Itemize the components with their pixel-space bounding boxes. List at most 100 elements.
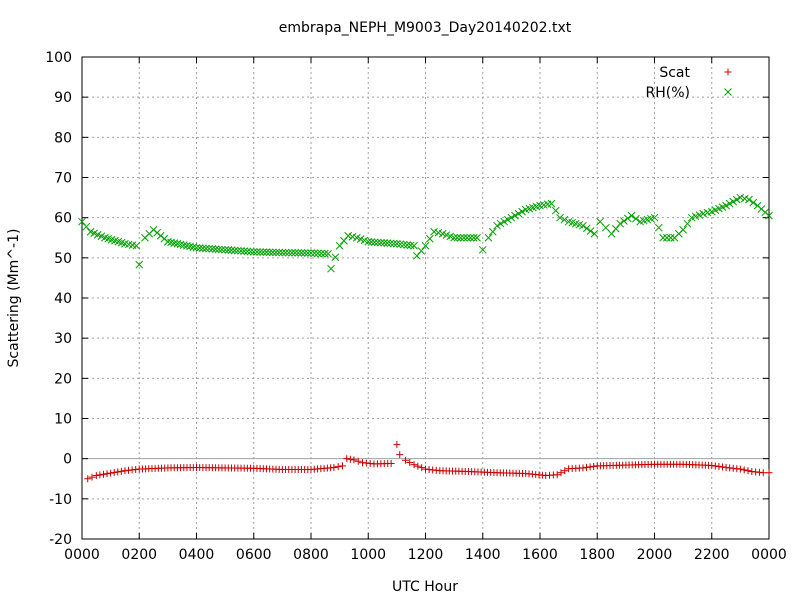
data-point xyxy=(164,237,172,246)
data-point-d2 xyxy=(186,242,194,251)
data-point xyxy=(183,241,191,250)
data-point-d2 xyxy=(729,197,738,206)
data-point xyxy=(237,247,245,255)
data-point xyxy=(389,239,398,248)
legend-marker xyxy=(724,68,732,76)
data-point xyxy=(659,233,667,242)
data-point-d2 xyxy=(284,248,293,257)
data-point xyxy=(103,470,111,478)
data-point-d2 xyxy=(377,238,385,247)
data-point xyxy=(218,245,226,254)
data-point-d2 xyxy=(511,211,519,220)
data-point-d2 xyxy=(281,248,290,257)
data-point-d2 xyxy=(262,248,271,257)
x-tick-label: 0000 xyxy=(64,547,100,563)
data-point xyxy=(740,466,748,474)
data-point xyxy=(300,249,309,257)
data-point-d2 xyxy=(403,241,412,249)
data-point xyxy=(350,456,358,464)
x-tick-label: 2000 xyxy=(637,547,673,563)
data-point xyxy=(243,247,252,256)
data-point-d2 xyxy=(288,248,296,257)
data-point xyxy=(463,233,472,242)
data-point xyxy=(167,238,175,247)
data-point-d2 xyxy=(314,249,322,258)
data-point xyxy=(679,225,687,234)
data-point xyxy=(514,209,523,218)
data-point-d2 xyxy=(460,233,468,242)
data-point xyxy=(561,467,569,475)
data-point-d2 xyxy=(453,233,462,242)
data-point-d2 xyxy=(582,224,591,233)
data-point-d2 xyxy=(90,229,99,238)
data-point xyxy=(403,241,412,249)
data-point-d2 xyxy=(551,206,560,215)
data-point-d2 xyxy=(294,248,303,257)
data-point xyxy=(78,217,86,226)
y-tick-label: 80 xyxy=(54,130,72,146)
data-point-d2 xyxy=(189,243,198,251)
data-point xyxy=(314,249,322,258)
data-point-d2 xyxy=(78,217,86,226)
y-tick-label: 0 xyxy=(63,452,72,468)
data-point-d2 xyxy=(352,233,361,242)
data-point xyxy=(272,248,280,257)
data-point xyxy=(507,213,516,222)
data-point-d2 xyxy=(493,221,501,230)
data-point xyxy=(82,222,91,231)
data-point xyxy=(173,239,182,248)
data-point-d2 xyxy=(679,225,687,234)
data-point-d2 xyxy=(176,240,185,249)
data-point xyxy=(460,233,468,242)
data-point-d2 xyxy=(757,205,766,213)
data-point-d2 xyxy=(564,217,573,226)
data-point-d2 xyxy=(173,239,182,248)
data-point-d2 xyxy=(650,213,659,222)
y-tick-label: 60 xyxy=(54,211,72,227)
data-point-d2 xyxy=(484,233,493,242)
data-point-d2 xyxy=(218,245,226,254)
data-point xyxy=(590,229,599,238)
data-point-d2 xyxy=(233,246,242,255)
data-point xyxy=(317,249,326,258)
data-point xyxy=(186,242,194,251)
x-tick-label: 1600 xyxy=(522,547,558,563)
data-point-d2 xyxy=(380,239,389,247)
data-point-d2 xyxy=(507,213,516,222)
data-point xyxy=(663,233,671,242)
data-point xyxy=(233,246,242,255)
data-point-d2 xyxy=(438,229,447,238)
data-point xyxy=(195,244,204,252)
data-point xyxy=(715,462,723,470)
data-point-d2 xyxy=(463,233,472,242)
data-point xyxy=(654,223,663,232)
x-tick-label: 0200 xyxy=(121,547,157,563)
data-point-d2 xyxy=(93,230,102,239)
data-point-d2 xyxy=(360,236,369,245)
data-point-d2 xyxy=(224,246,233,254)
data-point xyxy=(493,221,501,230)
x-tick-label: 1800 xyxy=(579,547,615,563)
data-point-d2 xyxy=(442,231,451,239)
data-point-d2 xyxy=(556,213,564,222)
data-point-d2 xyxy=(208,245,217,253)
data-point-d2 xyxy=(469,233,478,242)
data-point-d2 xyxy=(765,211,773,220)
data-point-d2 xyxy=(547,199,556,208)
data-point xyxy=(291,248,299,257)
data-point-d2 xyxy=(623,214,632,223)
data-point xyxy=(556,213,564,222)
legend-label: Scat xyxy=(659,65,690,81)
data-point xyxy=(330,464,338,472)
data-point-d2 xyxy=(124,240,133,249)
data-point-d2 xyxy=(753,201,762,210)
data-point-d2 xyxy=(659,233,667,242)
data-point xyxy=(650,213,659,222)
data-point-d2 xyxy=(616,219,625,228)
data-point xyxy=(170,239,179,247)
data-point-d2 xyxy=(167,238,175,247)
data-point xyxy=(410,461,418,469)
data-point-d2 xyxy=(413,251,421,260)
